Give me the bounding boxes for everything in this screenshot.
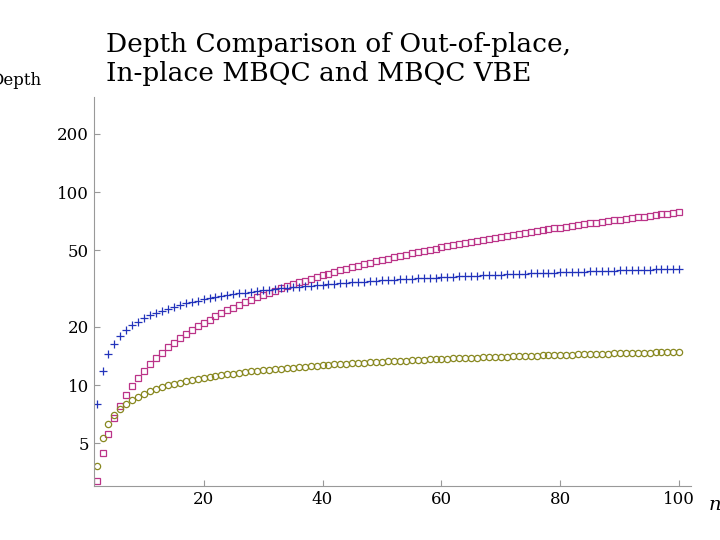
Text: Depth Comparison of Out-of-place,
In-place MBQC and MBQC VBE: Depth Comparison of Out-of-place, In-pla… — [106, 31, 570, 85]
Y-axis label: Depth: Depth — [0, 72, 42, 90]
X-axis label: n: n — [709, 496, 720, 514]
